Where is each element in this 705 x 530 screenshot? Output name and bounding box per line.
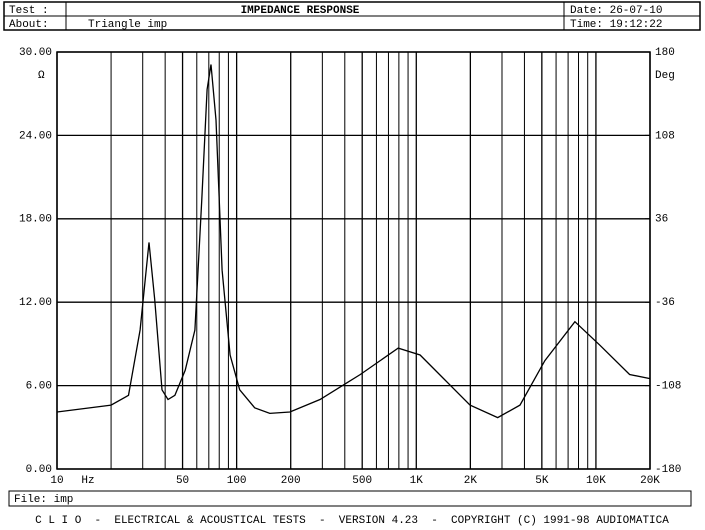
y-tick-label: 18.00	[19, 214, 52, 226]
x-tick-label: 100	[227, 475, 247, 487]
y2-tick-label: -180	[655, 464, 681, 476]
x-tick-label: 50	[176, 475, 189, 487]
title: IMPEDANCE RESPONSE	[241, 5, 360, 17]
y-tick-label: 24.00	[19, 130, 52, 142]
file: File: imp	[14, 494, 73, 506]
x-tick-label: 10	[50, 475, 63, 487]
y-tick-label: 0.00	[26, 464, 52, 476]
about: Triangle imp	[88, 19, 167, 31]
x-tick-label: 1K	[410, 475, 424, 487]
file-box	[8, 490, 692, 507]
x-tick-label: 5K	[535, 475, 549, 487]
date: Date: 26-07-10	[570, 5, 662, 17]
test-label: Test :	[9, 5, 49, 17]
y2-tick-label: -108	[655, 381, 681, 393]
y-tick-label: 12.00	[19, 297, 52, 309]
y2-tick-label: 108	[655, 130, 675, 142]
x-tick-label: 200	[281, 475, 301, 487]
impedance-curve	[56, 64, 651, 419]
y2-unit: Deg	[655, 70, 675, 82]
x-tick-label: 10K	[586, 475, 606, 487]
about-label: About:	[9, 19, 49, 31]
y2-tick-label: 36	[655, 214, 668, 226]
x-tick-label: 20K	[640, 475, 660, 487]
y-tick-label: 6.00	[26, 381, 52, 393]
y2-tick-label: -36	[655, 297, 675, 309]
x-tick-label: 500	[352, 475, 372, 487]
y-unit: Ω	[38, 70, 45, 82]
y2-tick-label: 180	[655, 47, 675, 59]
credits: C L I O - ELECTRICAL & ACOUSTICAL TESTS …	[35, 515, 669, 527]
plot-frame	[56, 51, 651, 470]
time: Time: 19:12:22	[570, 19, 662, 31]
y-tick-label: 30.00	[19, 47, 52, 59]
x-tick-label: 2K	[464, 475, 478, 487]
x-unit: Hz	[81, 475, 94, 487]
